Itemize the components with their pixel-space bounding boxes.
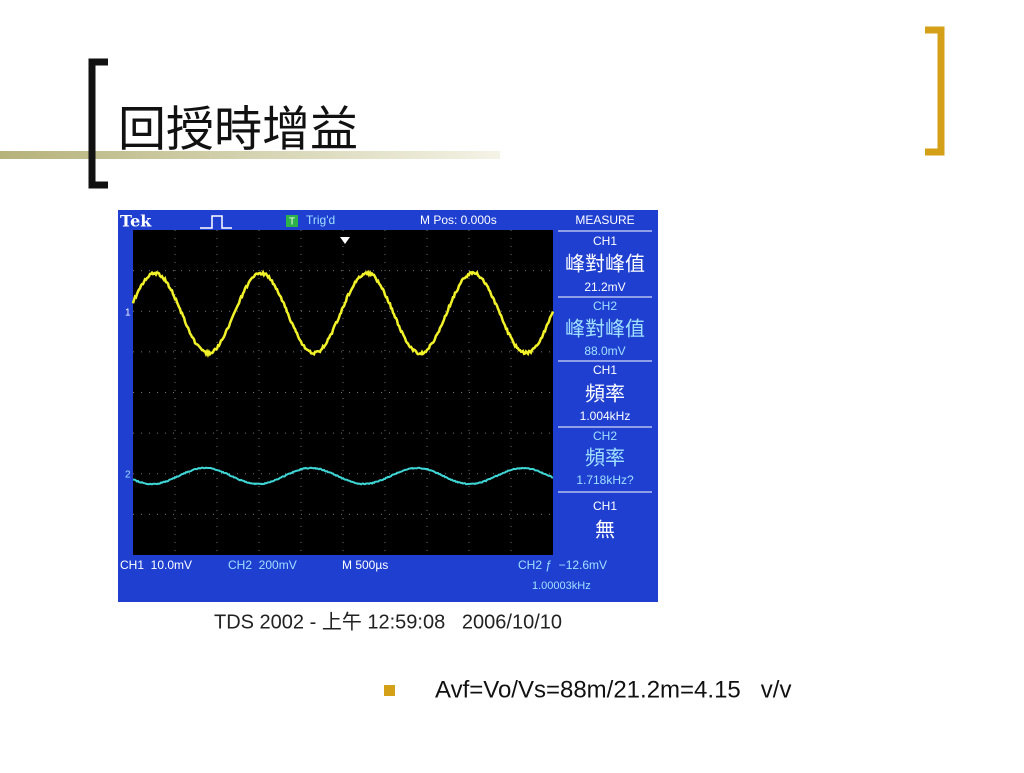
slide-title: 回授時增益: [118, 102, 358, 158]
measure-channel: CH2: [593, 429, 617, 443]
brand: Tek: [120, 212, 152, 231]
measure-channel: CH1: [593, 234, 617, 248]
measure-value: 21.2mV: [584, 280, 625, 294]
oscilloscope-screenshot: Tek T Trig'd M Pos: 0.000s 1 2 MEASURE C…: [118, 210, 658, 602]
position: M Pos: 0.000s: [420, 213, 497, 227]
slide: 回授時增益 Tek T Trig'd M Pos: 0.000s 1 2 MEA…: [0, 0, 1024, 768]
measure-label: 峰對峰值: [565, 317, 645, 340]
trigger-level: CH2 ƒ −12.6mV: [518, 558, 607, 572]
left-bracket: [92, 62, 108, 185]
measure-label: 峰對峰值: [565, 252, 645, 275]
ch2-scale: CH2 200mV: [228, 558, 297, 572]
caption: TDS 2002 - 上午 12:59:08 2006/10/10: [214, 610, 562, 633]
measure-channel: CH1: [593, 363, 617, 377]
timebase: M 500µs: [342, 558, 388, 572]
ch1-marker: 1: [125, 308, 131, 319]
measure-label: 頻率: [585, 446, 625, 469]
ch2-marker: 2: [125, 470, 131, 481]
trigger-status: Trig'd: [306, 213, 335, 227]
measure-channel: CH2: [593, 299, 617, 313]
trigger-icon: T: [289, 217, 295, 228]
measure-value: 1.004kHz: [580, 409, 631, 423]
bullet-text: Avf=Vo/Vs=88m/21.2m=4.15 v/v: [435, 676, 791, 703]
measure-value: 88.0mV: [584, 344, 625, 358]
measure-label: 頻率: [585, 382, 625, 405]
measure-label: 無: [595, 518, 615, 541]
measure-channel: CH1: [593, 499, 617, 513]
right-bracket: [925, 30, 941, 152]
trigger-frequency: 1.00003kHz: [532, 580, 591, 592]
ch1-scale: CH1 10.0mV: [120, 558, 192, 572]
measure-value: 1.718kHz?: [576, 473, 634, 487]
measure-title: MEASURE: [575, 213, 634, 227]
bullet-marker: [384, 685, 395, 696]
